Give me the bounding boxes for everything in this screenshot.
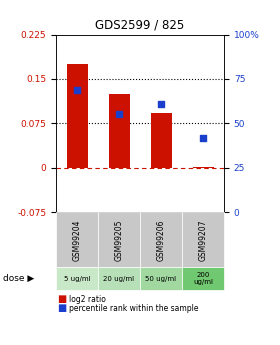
Text: GSM99207: GSM99207 (199, 219, 207, 260)
Text: log2 ratio: log2 ratio (69, 295, 106, 304)
Text: 5 ug/ml: 5 ug/ml (64, 276, 90, 282)
Bar (66, 64, 87, 168)
Text: 20 ug/ml: 20 ug/ml (103, 276, 135, 282)
Bar (192, 167, 213, 168)
Text: ■: ■ (57, 294, 67, 304)
Text: 200
ug/ml: 200 ug/ml (193, 272, 213, 285)
Text: percentile rank within the sample: percentile rank within the sample (69, 304, 199, 313)
Bar (108, 94, 129, 168)
Bar (150, 113, 171, 168)
Point (117, 112, 121, 117)
Text: 50 ug/ml: 50 ug/ml (145, 276, 177, 282)
Text: GSM99205: GSM99205 (115, 219, 123, 260)
Text: ■: ■ (57, 303, 67, 313)
Text: GDS2599 / 825: GDS2599 / 825 (95, 19, 185, 32)
Point (159, 101, 163, 107)
Text: GSM99206: GSM99206 (157, 219, 165, 260)
Point (75, 87, 79, 92)
Text: dose ▶: dose ▶ (3, 274, 34, 283)
Text: GSM99204: GSM99204 (73, 219, 81, 260)
Point (201, 135, 205, 140)
